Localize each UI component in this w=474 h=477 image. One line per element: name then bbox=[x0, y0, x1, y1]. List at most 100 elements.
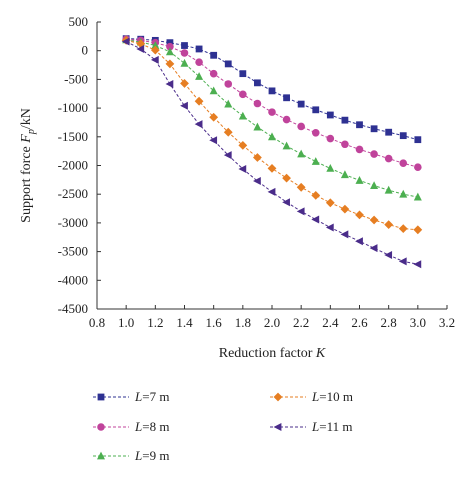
data-point bbox=[282, 173, 291, 183]
data-point bbox=[355, 210, 364, 220]
data-point bbox=[268, 87, 276, 95]
data-point bbox=[195, 58, 203, 66]
data-point bbox=[355, 176, 364, 184]
legend-marker bbox=[97, 423, 105, 431]
data-point bbox=[150, 45, 160, 55]
data-point bbox=[268, 132, 276, 141]
legend-marker bbox=[97, 451, 105, 460]
legend-marker bbox=[97, 393, 105, 401]
data-point bbox=[151, 41, 160, 49]
data-point bbox=[238, 141, 248, 150]
data-point bbox=[296, 182, 306, 192]
data-point bbox=[297, 122, 305, 131]
data-point bbox=[239, 70, 247, 78]
data-point bbox=[311, 215, 320, 224]
y-tick-label: 0 bbox=[82, 43, 89, 58]
data-point bbox=[180, 58, 189, 67]
data-point bbox=[224, 99, 233, 108]
legend-label: L=8 m bbox=[134, 419, 169, 434]
data-point bbox=[267, 163, 277, 173]
y-tick-label: -1500 bbox=[58, 129, 88, 144]
data-point bbox=[121, 37, 130, 46]
data-point bbox=[195, 72, 204, 80]
x-tick-label: 1.2 bbox=[147, 315, 163, 330]
data-point bbox=[398, 257, 407, 266]
data-point bbox=[165, 47, 174, 56]
data-point bbox=[413, 260, 422, 269]
data-point bbox=[369, 244, 378, 253]
series-line bbox=[126, 38, 418, 168]
y-tick-label: 500 bbox=[69, 14, 89, 29]
data-point bbox=[282, 115, 291, 124]
data-point bbox=[370, 150, 378, 158]
x-tick-label: 2.8 bbox=[381, 315, 397, 330]
data-point bbox=[181, 42, 188, 49]
data-point bbox=[180, 49, 189, 57]
y-tick-label: -2000 bbox=[58, 158, 88, 173]
series-line bbox=[126, 38, 418, 141]
data-point bbox=[282, 141, 291, 150]
data-point bbox=[385, 128, 393, 136]
x-tick-label: 0.8 bbox=[89, 315, 105, 330]
x-tick-label: 3.2 bbox=[439, 315, 455, 330]
data-point bbox=[340, 204, 350, 214]
data-point bbox=[384, 154, 393, 163]
data-point bbox=[325, 198, 335, 208]
data-point bbox=[223, 151, 232, 160]
data-point bbox=[165, 59, 175, 69]
data-point bbox=[297, 100, 305, 108]
data-point bbox=[224, 80, 233, 88]
y-tick-label: -1000 bbox=[58, 100, 88, 115]
data-point bbox=[341, 140, 349, 149]
data-point bbox=[414, 136, 422, 144]
data-point bbox=[283, 94, 290, 102]
y-tick-label: -3500 bbox=[58, 244, 88, 259]
data-point bbox=[413, 192, 422, 201]
data-point bbox=[268, 108, 276, 116]
data-point bbox=[254, 79, 261, 87]
data-point bbox=[166, 42, 174, 51]
legend-label: L=9 m bbox=[134, 448, 169, 463]
data-point bbox=[326, 111, 334, 119]
data-point bbox=[384, 251, 393, 260]
x-tick-label: 3.0 bbox=[410, 315, 426, 330]
y-tick-label: -3000 bbox=[58, 215, 88, 230]
data-point bbox=[384, 185, 393, 194]
y-tick-label: -2500 bbox=[58, 186, 88, 201]
data-point bbox=[414, 163, 422, 172]
x-tick-label: 1.0 bbox=[118, 315, 134, 330]
data-point bbox=[209, 112, 219, 122]
data-point bbox=[370, 125, 378, 133]
data-point bbox=[136, 44, 145, 53]
data-point bbox=[355, 145, 364, 154]
data-point bbox=[311, 157, 320, 165]
data-point bbox=[369, 215, 379, 225]
data-point bbox=[194, 120, 203, 129]
data-point bbox=[210, 51, 218, 59]
data-point bbox=[165, 79, 174, 88]
data-point bbox=[398, 224, 408, 234]
data-point bbox=[223, 127, 233, 137]
data-point bbox=[370, 181, 379, 189]
data-point bbox=[312, 106, 320, 114]
data-point bbox=[297, 149, 306, 158]
data-point bbox=[150, 55, 159, 64]
x-axis-title: Reduction factor K bbox=[219, 346, 326, 361]
data-point bbox=[209, 86, 218, 95]
x-tick-label: 1.6 bbox=[206, 315, 223, 330]
data-point bbox=[311, 128, 320, 137]
legend-label: L=10 m bbox=[311, 389, 353, 404]
data-point bbox=[253, 153, 262, 162]
data-point bbox=[325, 223, 334, 232]
data-point bbox=[239, 90, 247, 99]
data-point bbox=[253, 176, 261, 185]
legend-marker bbox=[273, 423, 282, 431]
data-point bbox=[384, 220, 394, 230]
y-tick-label: -4500 bbox=[58, 301, 88, 316]
data-point bbox=[326, 163, 335, 172]
data-point bbox=[224, 60, 232, 68]
data-point bbox=[209, 69, 218, 78]
y-axis-title: Support force Fp/kN bbox=[19, 108, 37, 223]
data-point bbox=[180, 79, 189, 88]
x-tick-label: 2.4 bbox=[322, 315, 339, 330]
